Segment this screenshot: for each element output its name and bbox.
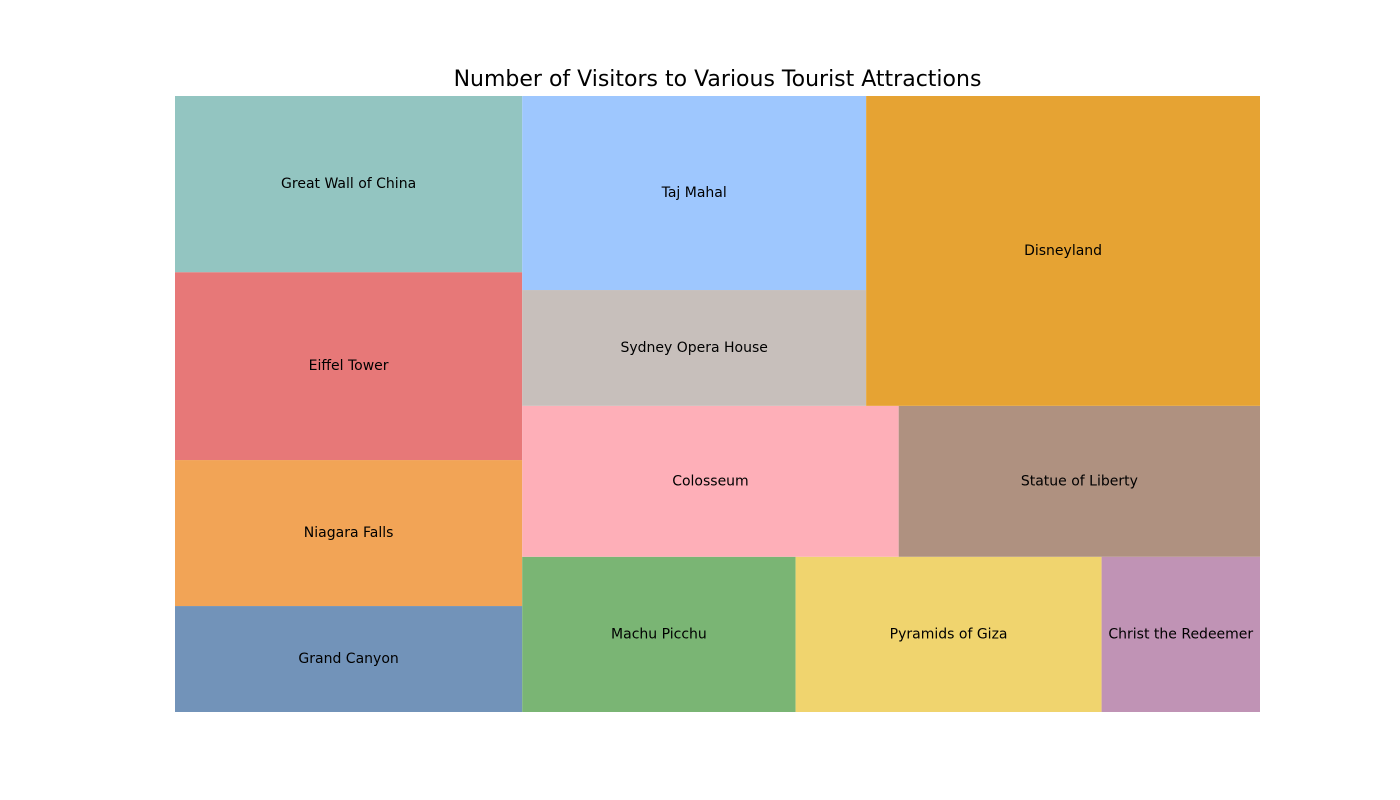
treemap-label-pyramids-of-giza: Pyramids of Giza [890, 626, 1008, 642]
treemap-label-niagara-falls: Niagara Falls [304, 525, 394, 541]
treemap-cell-great-wall-of-china [175, 96, 523, 273]
treemap-cell-niagara-falls [175, 460, 523, 607]
treemap-label-christ-the-redeemer: Christ the Redeemer [1108, 626, 1253, 642]
treemap-label-disneyland: Disneyland [1024, 243, 1102, 259]
treemap-label-eiffel-tower: Eiffel Tower [309, 358, 389, 374]
treemap-label-statue-of-liberty: Statue of Liberty [1021, 473, 1138, 489]
treemap-label-colosseum: Colosseum [672, 473, 749, 489]
treemap-cell-disneyland [866, 96, 1260, 406]
treemap-label-machu-picchu: Machu Picchu [611, 626, 707, 642]
treemap-cell-grand-canyon [175, 606, 523, 712]
treemap-label-sydney-opera-house: Sydney Opera House [620, 340, 767, 356]
treemap-cell-christ-the-redeemer [1101, 556, 1260, 712]
treemap-label-grand-canyon: Grand Canyon [298, 651, 398, 667]
chart-title: Number of Visitors to Various Tourist At… [453, 67, 982, 92]
treemap-label-taj-mahal: Taj Mahal [661, 185, 727, 201]
treemap-cell-sydney-opera-house [522, 290, 867, 406]
treemap-cell-colosseum [522, 405, 899, 557]
treemap-cell-statue-of-liberty [898, 405, 1260, 557]
treemap-cell-pyramids-of-giza [795, 556, 1102, 712]
treemap-label-great-wall-of-china: Great Wall of China [281, 176, 416, 192]
treemap-cell-taj-mahal [522, 96, 867, 291]
treemap-cell-machu-picchu [522, 556, 796, 712]
treemap-cell-eiffel-tower [175, 272, 523, 461]
